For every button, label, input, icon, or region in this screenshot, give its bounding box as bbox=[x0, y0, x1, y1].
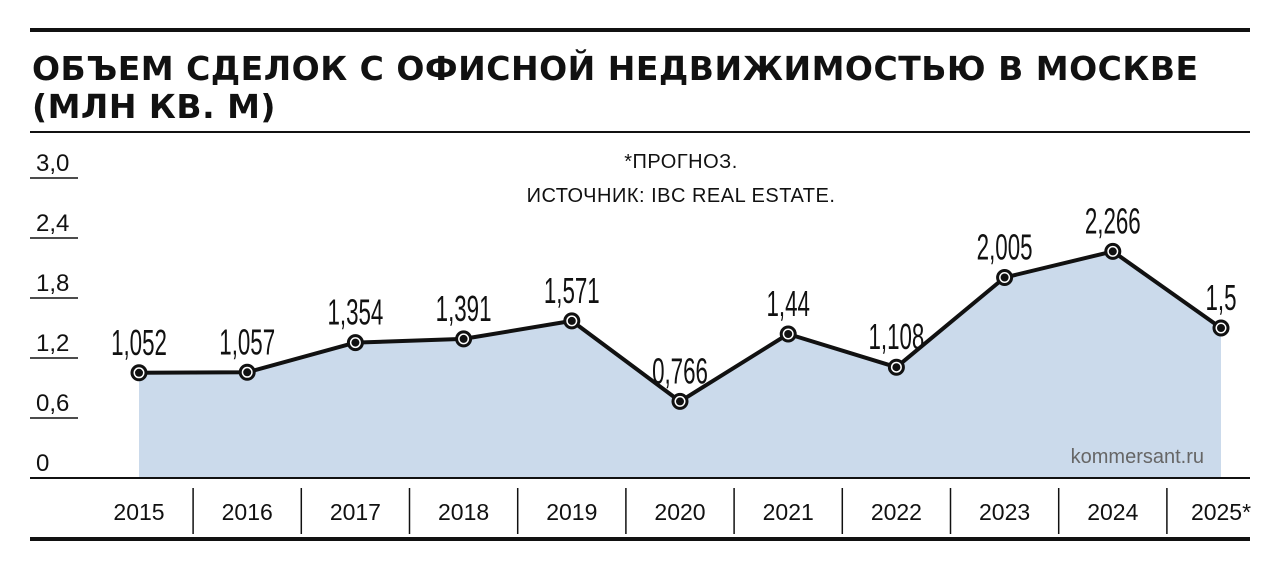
y-tick-label: 0,6 bbox=[36, 390, 69, 417]
data-point bbox=[1108, 247, 1117, 256]
chart-title-line-2: (МЛН КВ. М) bbox=[32, 87, 277, 126]
data-point bbox=[567, 316, 576, 325]
data-point bbox=[676, 397, 684, 406]
x-tick-label: 2025* bbox=[1191, 499, 1251, 525]
data-point bbox=[784, 330, 793, 338]
area-layer bbox=[139, 251, 1221, 478]
data-point bbox=[1217, 324, 1225, 332]
y-axis: 0 0,6 1,2 1,8 2,4 3,0 bbox=[30, 150, 78, 477]
data-point bbox=[1000, 273, 1009, 282]
x-tick-label: 2020 bbox=[654, 499, 705, 525]
y-tick-label: 1,8 bbox=[36, 270, 69, 297]
data-label: 2,005 bbox=[977, 228, 1033, 268]
x-tick-label: 2017 bbox=[330, 499, 381, 525]
top-rule bbox=[30, 28, 1250, 32]
data-point bbox=[243, 368, 252, 377]
chart-title-line-1: ОБЪЕМ СДЕЛОК С ОФИСНОЙ НЕДВИЖИМОСТЬЮ В М… bbox=[32, 49, 1199, 88]
source-note: ИСТОЧНИК: IBC REAL ESTATE. bbox=[527, 185, 836, 207]
data-points bbox=[130, 242, 1230, 410]
data-point bbox=[892, 363, 901, 372]
data-point bbox=[135, 368, 143, 377]
x-tick-label: 2023 bbox=[979, 499, 1030, 525]
data-label: 1,391 bbox=[436, 290, 492, 330]
data-label: 1,052 bbox=[111, 324, 167, 364]
x-tick-label: 2024 bbox=[1087, 499, 1138, 525]
data-label: 1,44 bbox=[766, 285, 809, 325]
chart-title: ОБЪЕМ СДЕЛОК С ОФИСНОЙ НЕДВИЖИМОСТЬЮ В М… bbox=[32, 50, 1232, 126]
y-tick-label: 2,4 bbox=[36, 210, 69, 237]
data-label: 1,354 bbox=[327, 293, 383, 333]
data-labels: 1,052 1,057 1,354 1,391 1,571 0,766 1,44 1,108 2… bbox=[111, 202, 1236, 392]
x-tick-label: 2015 bbox=[113, 499, 164, 525]
credit-text: kommersant.ru bbox=[1071, 446, 1204, 468]
data-label: 0,766 bbox=[652, 352, 708, 392]
data-point bbox=[351, 338, 360, 347]
forecast-note: *ПРОГНОЗ. bbox=[624, 151, 738, 173]
bottom-rule bbox=[30, 537, 1250, 541]
x-tick-label: 2021 bbox=[763, 499, 814, 525]
data-label: 2,266 bbox=[1085, 202, 1141, 242]
title-rule bbox=[30, 131, 1250, 133]
y-tick-label: 3,0 bbox=[36, 150, 69, 177]
data-label: 1,571 bbox=[544, 272, 600, 312]
series-area bbox=[139, 251, 1221, 478]
x-tick-label: 2022 bbox=[871, 499, 922, 525]
y-tick-label: 1,2 bbox=[36, 330, 69, 357]
data-label: 1,108 bbox=[868, 318, 924, 358]
x-tick-label: 2016 bbox=[222, 499, 273, 525]
x-axis: 2015 2016 2017 2018 2019 2020 2021 2022 2023 2024… bbox=[30, 477, 1251, 534]
x-tick-label: 2019 bbox=[546, 499, 597, 525]
y-tick-label: 0 bbox=[36, 450, 49, 477]
data-point bbox=[459, 334, 468, 343]
data-label: 1,5 bbox=[1205, 279, 1236, 319]
x-tick-label: 2018 bbox=[438, 499, 489, 525]
data-label: 1,057 bbox=[219, 323, 275, 363]
